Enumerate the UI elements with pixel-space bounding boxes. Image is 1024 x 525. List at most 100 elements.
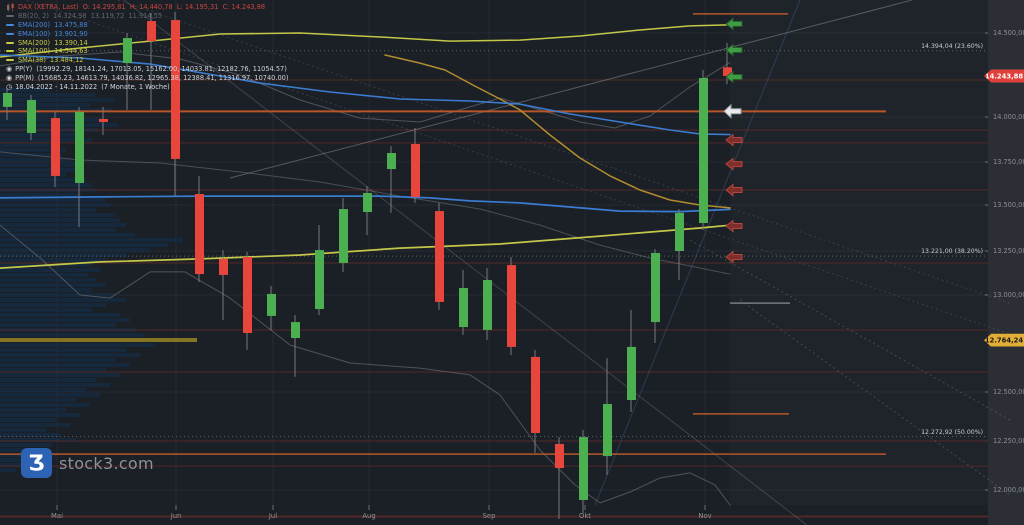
volume-profile-bar <box>0 358 116 362</box>
candle-body[interactable] <box>627 346 636 401</box>
candle-body[interactable] <box>291 322 300 339</box>
candle-body[interactable] <box>651 252 660 323</box>
candle-body[interactable] <box>723 67 732 77</box>
axis-month-label: Sep <box>482 512 496 520</box>
bb-swatch-icon <box>6 15 14 18</box>
legend-sma200-row[interactable]: SMA(200) 13.390,14 <box>6 38 288 47</box>
candle-body[interactable] <box>195 193 204 275</box>
axis-price-label: 12.250,00 <box>993 437 1024 445</box>
volume-profile-bar <box>0 138 92 142</box>
legend-bb-row[interactable]: BB(20, 2) 14.324,98 13.119,72 11.914,55 <box>6 12 288 21</box>
ema100-line[interactable] <box>0 54 731 136</box>
stock3-logo-text: stock3.com <box>59 453 154 473</box>
legend-sma38-row[interactable]: SMA(38) 13.484,12 <box>6 56 288 65</box>
ema200-line[interactable] <box>0 195 731 213</box>
sma38-swatch-icon <box>6 59 14 62</box>
candle-body[interactable] <box>363 192 372 212</box>
candle-body[interactable] <box>435 211 444 302</box>
axis-price-label: 14.500,00 <box>993 29 1024 37</box>
chart-legend: DAX (XETRA, Last) O: 14.295,81 H: 14.440,… <box>6 2 288 91</box>
sma38-line[interactable] <box>384 54 731 209</box>
axis-price-label: 13.750,00 <box>993 158 1024 166</box>
ppm-values: (15685.23, 14613.79, 14036.82, 12965.38,… <box>37 73 289 82</box>
candle-body[interactable] <box>75 111 84 183</box>
candle-body[interactable] <box>507 265 516 347</box>
candle-body[interactable] <box>219 258 228 275</box>
candle-body[interactable] <box>387 153 396 170</box>
volume-profile-bar <box>0 443 52 447</box>
ema100-swatch-icon <box>6 32 14 35</box>
legend-ema100-row[interactable]: EMA(100) 13.901,90 <box>6 29 288 38</box>
sma38-value: 13.484,12 <box>49 56 84 65</box>
alert-arrow-red[interactable] <box>725 183 743 197</box>
volume-profile-bar <box>0 108 112 112</box>
alert-arrow-green[interactable] <box>725 70 743 84</box>
volume-profile-bar <box>0 438 76 442</box>
volume-profile-bar <box>0 288 92 292</box>
ppy-values: (19992.29, 18141.24, 17013.05, 15162.00,… <box>36 64 287 73</box>
candle-body[interactable] <box>147 21 156 42</box>
candle-body[interactable] <box>123 38 132 64</box>
price-axis-panel[interactable] <box>988 0 1024 525</box>
trendline[interactable] <box>123 0 820 525</box>
candle-body[interactable] <box>411 144 420 197</box>
legend-sma100-row[interactable]: SMA(100) 14.544,63 <box>6 47 288 56</box>
bb-upper-band[interactable] <box>0 51 731 129</box>
alert-arrow-green[interactable] <box>725 43 743 57</box>
trendline[interactable] <box>739 299 1011 496</box>
sma200-line[interactable] <box>0 224 731 269</box>
axis-month-label: Nov <box>698 512 712 520</box>
candle-body[interactable] <box>171 20 180 159</box>
candle-body[interactable] <box>579 437 588 500</box>
alert-arrow-red[interactable] <box>725 157 743 171</box>
candle-body[interactable] <box>315 250 324 310</box>
candle-body[interactable] <box>483 280 492 330</box>
legend-ppm-row[interactable]: ◉ PP(M) (15685.23, 14613.79, 14036.82, 129… <box>6 73 288 82</box>
alert-arrow-green[interactable] <box>725 17 743 31</box>
candle-body[interactable] <box>555 443 564 469</box>
price-tag-red[interactable]: 14.243,88 <box>984 69 1024 83</box>
candle-body[interactable] <box>243 256 252 334</box>
stock3-logo[interactable]: Ʒ stock3.com <box>21 448 154 478</box>
trendline[interactable] <box>689 239 1011 421</box>
alert-arrow-red[interactable] <box>725 133 743 147</box>
alert-arrow-red[interactable] <box>725 219 743 233</box>
candle-body[interactable] <box>3 92 12 107</box>
candle-body[interactable] <box>339 209 348 263</box>
candle-body[interactable] <box>699 78 708 224</box>
candle-body[interactable] <box>459 287 468 328</box>
legend-instrument-row[interactable]: DAX (XETRA, Last) O: 14.295,81 H: 14.440,… <box>6 2 288 12</box>
trendline[interactable] <box>229 0 913 179</box>
trendline[interactable] <box>26 0 1011 335</box>
ema200-value: 13.475,88 <box>54 20 88 29</box>
volume-profile-bar <box>0 168 82 172</box>
legend-ppy-row[interactable]: ◉ PP(Y) (19992.29, 18141.24, 17013.05, 151… <box>6 65 288 74</box>
volume-profile-bar <box>0 333 145 337</box>
instrument-ohlc: O: 14.295,81 H: 14.440,78 L: 14.195,31 C… <box>82 3 266 12</box>
legend-period-row[interactable]: ◷ 18.04.2022 - 14.11.2022 (7 Monate, 1 Woc… <box>6 82 288 91</box>
candle-body[interactable] <box>27 100 36 134</box>
candle-body[interactable] <box>99 118 108 123</box>
price-tag-yellow[interactable]: 12.764,24 <box>984 333 1024 347</box>
legend-ema200-row[interactable]: EMA(200) 13.475,88 <box>6 21 288 30</box>
candle-body[interactable] <box>675 212 684 251</box>
volume-profile-bar <box>0 418 56 422</box>
pivot-icon: ◉ <box>6 73 13 82</box>
bb-lower-band[interactable] <box>0 224 731 506</box>
volume-profile-bar <box>0 143 58 147</box>
sma200-swatch-icon <box>6 41 14 44</box>
alert-arrow-red[interactable] <box>725 250 743 264</box>
candle-body[interactable] <box>267 293 276 316</box>
volume-profile-bar <box>0 373 120 377</box>
sma100-line[interactable] <box>0 24 729 58</box>
alert-arrow-white[interactable] <box>723 103 742 119</box>
axis-price-label: 13.250,00 <box>993 247 1024 255</box>
trendline[interactable] <box>117 0 1011 304</box>
volume-profile-bar <box>0 368 106 372</box>
candle-body[interactable] <box>603 403 612 457</box>
bb-values: 14.324,98 13.119,72 11.914,55 <box>52 12 163 21</box>
candle-body[interactable] <box>51 118 60 176</box>
candle-body[interactable] <box>531 356 540 433</box>
trendline[interactable] <box>594 0 801 506</box>
